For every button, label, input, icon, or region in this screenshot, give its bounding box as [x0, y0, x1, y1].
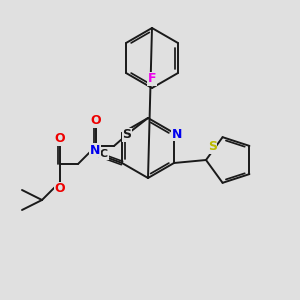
Text: O: O [91, 115, 101, 128]
Text: N: N [172, 128, 182, 140]
Text: S: S [122, 128, 131, 142]
Text: F: F [148, 73, 156, 85]
Text: S: S [208, 140, 217, 153]
Text: O: O [55, 182, 65, 196]
Text: N: N [90, 143, 100, 157]
Text: C: C [100, 149, 108, 159]
Text: O: O [55, 133, 65, 146]
